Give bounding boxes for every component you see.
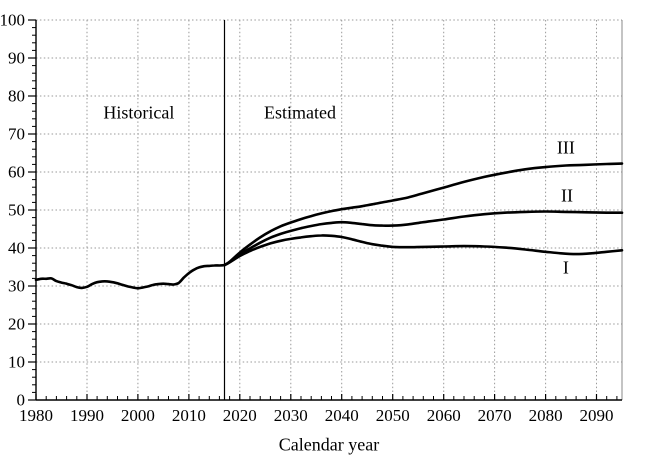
- y-tick-label: 40: [8, 239, 25, 258]
- x-tick-label: 2020: [223, 406, 257, 425]
- estimated-period-label: Estimated: [264, 102, 336, 123]
- y-tick-label: 70: [8, 125, 25, 144]
- y-tick-label: 90: [8, 49, 25, 68]
- x-axis-title: Calendar year: [278, 434, 380, 455]
- x-tick-label: 2080: [529, 406, 563, 425]
- y-tick-label: 50: [8, 201, 25, 220]
- y-tick-label: 10: [8, 353, 25, 372]
- y-tick-label: 100: [0, 11, 25, 30]
- historical-period-label: Historical: [103, 102, 175, 123]
- y-tick-label: 30: [8, 277, 25, 296]
- y-tick-label: 20: [8, 315, 25, 334]
- series-label-III: III: [556, 137, 575, 158]
- x-tick-label: 2030: [274, 406, 308, 425]
- series-I: [223, 234, 624, 267]
- series-label-II: II: [561, 185, 573, 206]
- series-Historical: [34, 263, 226, 290]
- y-tick-label: 0: [17, 391, 26, 410]
- x-tick-label: 2040: [325, 406, 359, 425]
- y-tick-label: 80: [8, 87, 25, 106]
- series-label-I: I: [562, 257, 569, 278]
- x-tick-label: 2070: [478, 406, 512, 425]
- x-tick-label: 2000: [121, 406, 155, 425]
- x-tick-label: 1990: [70, 406, 104, 425]
- y-tick-label: 60: [8, 163, 25, 182]
- x-tick-label: 2060: [427, 406, 461, 425]
- series-II: [223, 210, 624, 267]
- x-tick-label: 2090: [580, 406, 614, 425]
- x-tick-label: 1980: [19, 406, 53, 425]
- series-III: [223, 162, 624, 267]
- x-tick-label: 2010: [172, 406, 206, 425]
- x-tick-label: 2050: [376, 406, 410, 425]
